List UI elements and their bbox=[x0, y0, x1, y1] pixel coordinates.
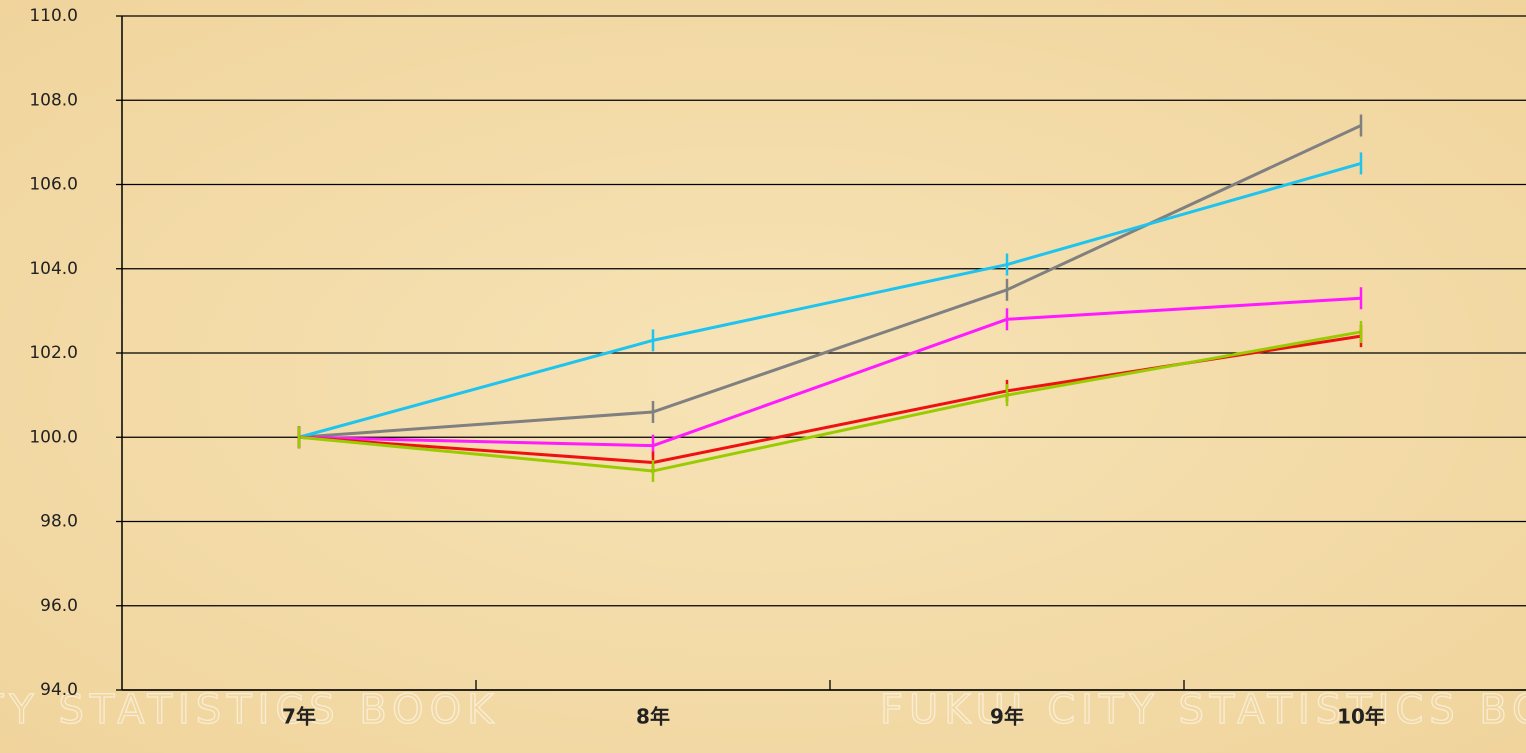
y-tick-label: 96.0 bbox=[40, 596, 78, 616]
y-tick-label: 98.0 bbox=[40, 512, 78, 532]
y-tick-label: 100.0 bbox=[29, 427, 78, 447]
y-tick-label: 110.0 bbox=[29, 6, 78, 26]
x-tick-label: 7年 bbox=[282, 705, 316, 729]
y-tick-label: 108.0 bbox=[29, 90, 78, 110]
y-tick-label: 102.0 bbox=[29, 343, 78, 363]
watermark: FUKUI CITY STATISTICS BOOK bbox=[880, 687, 1526, 733]
y-tick-label: 106.0 bbox=[29, 175, 78, 195]
y-tick-label: 94.0 bbox=[40, 680, 78, 700]
series-line bbox=[298, 296, 1362, 448]
x-tick-label: 9年 bbox=[990, 705, 1024, 729]
x-tick-label: 8年 bbox=[636, 705, 670, 729]
x-tick-label: 10年 bbox=[1337, 705, 1385, 729]
y-tick-label: 104.0 bbox=[29, 259, 78, 279]
series-line bbox=[298, 330, 1362, 473]
series-line bbox=[298, 161, 1362, 439]
watermark: FUKUI CITY STATISTICS BOOK bbox=[0, 687, 499, 733]
series-line bbox=[298, 124, 1362, 439]
